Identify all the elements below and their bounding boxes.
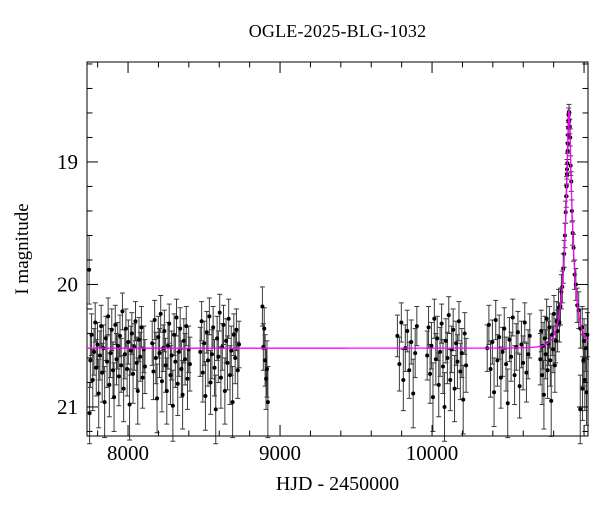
tick-label: 19 <box>57 150 78 174</box>
tick-labels: 8000 9000 10000 19 20 21 <box>57 150 458 465</box>
plot-frame-and-ticks <box>86 61 589 437</box>
tick-label: 10000 <box>406 441 459 465</box>
chart-title: OGLE-2025-BLG-1032 <box>248 21 427 41</box>
data-points <box>87 109 590 416</box>
x-axis-label: HJD - 2450000 <box>275 473 400 495</box>
model-curve <box>87 109 589 349</box>
error-bars <box>86 103 590 445</box>
tick-label: 20 <box>57 272 78 296</box>
tick-label: 21 <box>57 395 78 419</box>
y-axis-label: I magnitude <box>12 203 33 295</box>
tick-label: 9000 <box>259 441 301 465</box>
tick-label: 8000 <box>107 441 149 465</box>
